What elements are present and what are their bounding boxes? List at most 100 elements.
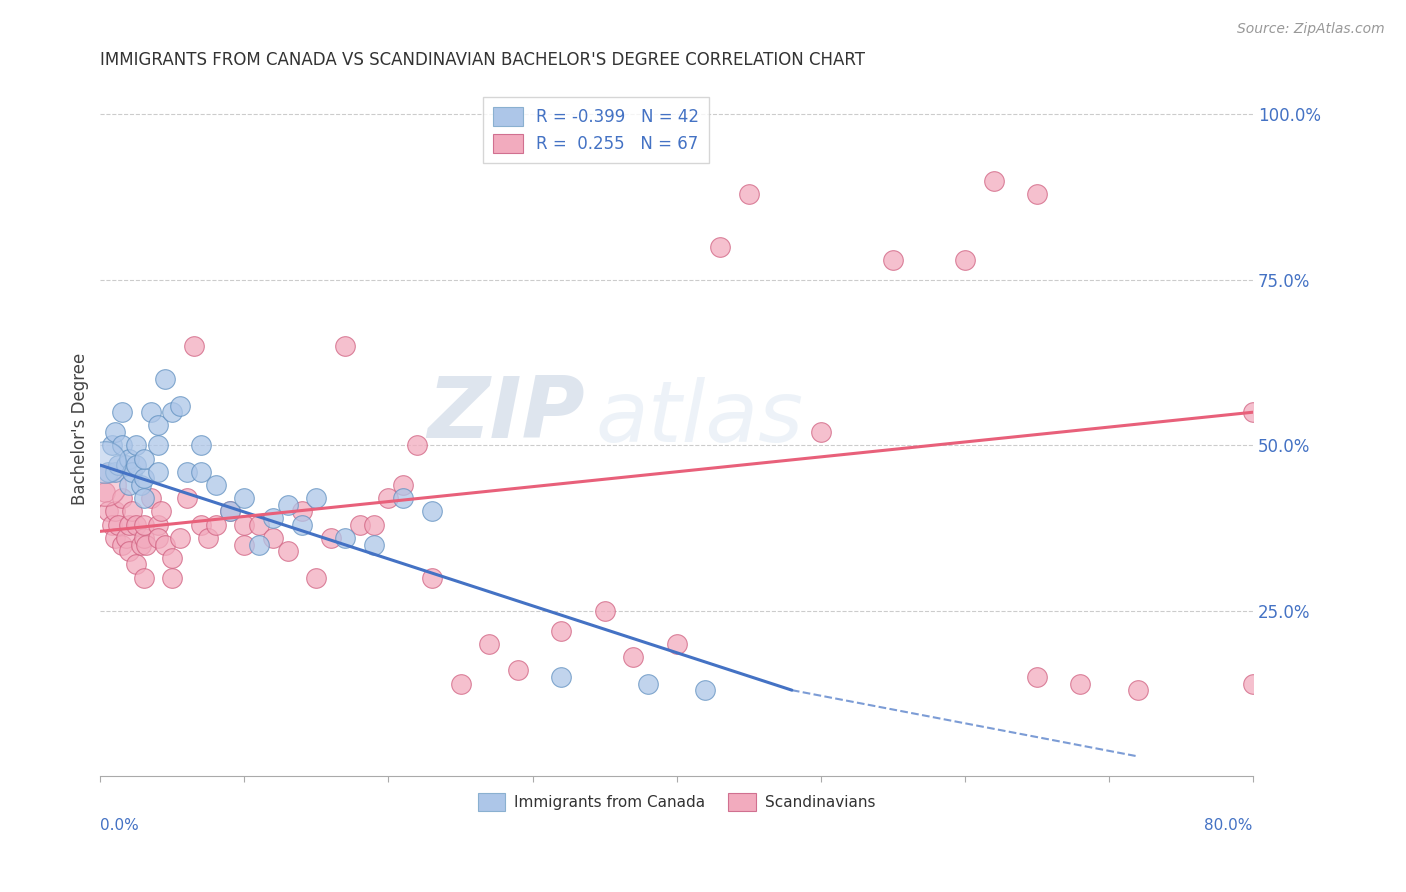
Point bbox=[247, 517, 270, 532]
Point bbox=[247, 538, 270, 552]
Point bbox=[363, 517, 385, 532]
Point bbox=[420, 504, 443, 518]
Point bbox=[118, 478, 141, 492]
Point bbox=[197, 531, 219, 545]
Point bbox=[118, 517, 141, 532]
Point bbox=[695, 683, 717, 698]
Point bbox=[96, 504, 118, 518]
Point bbox=[101, 517, 124, 532]
Point bbox=[104, 504, 127, 518]
Point bbox=[111, 405, 134, 419]
Text: Source: ZipAtlas.com: Source: ZipAtlas.com bbox=[1237, 22, 1385, 37]
Point bbox=[219, 504, 242, 518]
Point bbox=[176, 465, 198, 479]
Point bbox=[139, 491, 162, 506]
Point bbox=[291, 504, 314, 518]
Point bbox=[176, 491, 198, 506]
Point bbox=[146, 531, 169, 545]
Point bbox=[125, 517, 148, 532]
Point bbox=[183, 339, 205, 353]
Legend: Immigrants from Canada, Scandinavians: Immigrants from Canada, Scandinavians bbox=[471, 788, 882, 817]
Point bbox=[107, 458, 129, 472]
Point bbox=[1241, 405, 1264, 419]
Point bbox=[132, 451, 155, 466]
Point bbox=[621, 650, 644, 665]
Point bbox=[277, 544, 299, 558]
Point bbox=[146, 418, 169, 433]
Point bbox=[335, 339, 357, 353]
Point bbox=[1025, 670, 1047, 684]
Point bbox=[135, 538, 157, 552]
Point bbox=[508, 663, 530, 677]
Point bbox=[637, 676, 659, 690]
Point bbox=[129, 538, 152, 552]
Point bbox=[162, 405, 184, 419]
Point bbox=[132, 571, 155, 585]
Point bbox=[146, 465, 169, 479]
Point bbox=[132, 491, 155, 506]
Point bbox=[190, 438, 212, 452]
Point bbox=[593, 604, 616, 618]
Point bbox=[665, 637, 688, 651]
Point bbox=[125, 438, 148, 452]
Point bbox=[121, 465, 143, 479]
Point bbox=[204, 517, 226, 532]
Point bbox=[392, 491, 415, 506]
Point bbox=[111, 491, 134, 506]
Point bbox=[363, 538, 385, 552]
Point bbox=[132, 471, 155, 485]
Point bbox=[550, 670, 572, 684]
Point bbox=[319, 531, 342, 545]
Point bbox=[1025, 186, 1047, 201]
Point bbox=[335, 531, 357, 545]
Point bbox=[204, 478, 226, 492]
Point bbox=[121, 504, 143, 518]
Text: 0.0%: 0.0% bbox=[100, 818, 139, 833]
Point bbox=[125, 558, 148, 572]
Point bbox=[139, 405, 162, 419]
Point bbox=[262, 511, 284, 525]
Point bbox=[305, 571, 328, 585]
Point bbox=[291, 517, 314, 532]
Point bbox=[406, 438, 429, 452]
Text: atlas: atlas bbox=[596, 376, 804, 460]
Text: ZIP: ZIP bbox=[427, 374, 585, 457]
Point bbox=[115, 458, 138, 472]
Point bbox=[111, 538, 134, 552]
Point bbox=[132, 517, 155, 532]
Point bbox=[169, 531, 191, 545]
Point bbox=[146, 438, 169, 452]
Text: 80.0%: 80.0% bbox=[1205, 818, 1253, 833]
Point bbox=[162, 571, 184, 585]
Point bbox=[550, 624, 572, 638]
Point bbox=[190, 517, 212, 532]
Point bbox=[377, 491, 399, 506]
Point bbox=[305, 491, 328, 506]
Point bbox=[983, 173, 1005, 187]
Point bbox=[104, 425, 127, 439]
Point bbox=[107, 517, 129, 532]
Point bbox=[478, 637, 501, 651]
Point bbox=[277, 498, 299, 512]
Point bbox=[111, 438, 134, 452]
Point bbox=[93, 484, 115, 499]
Point bbox=[709, 240, 731, 254]
Point bbox=[392, 478, 415, 492]
Point bbox=[349, 517, 371, 532]
Point bbox=[104, 465, 127, 479]
Point bbox=[125, 458, 148, 472]
Point bbox=[149, 504, 172, 518]
Point bbox=[153, 372, 176, 386]
Point bbox=[219, 504, 242, 518]
Point bbox=[162, 550, 184, 565]
Point bbox=[101, 438, 124, 452]
Point bbox=[96, 465, 118, 479]
Point bbox=[118, 451, 141, 466]
Point bbox=[169, 399, 191, 413]
Point bbox=[737, 186, 759, 201]
Point bbox=[1069, 676, 1091, 690]
Point bbox=[1126, 683, 1149, 698]
Point bbox=[93, 478, 115, 492]
Point bbox=[115, 531, 138, 545]
Point bbox=[129, 478, 152, 492]
